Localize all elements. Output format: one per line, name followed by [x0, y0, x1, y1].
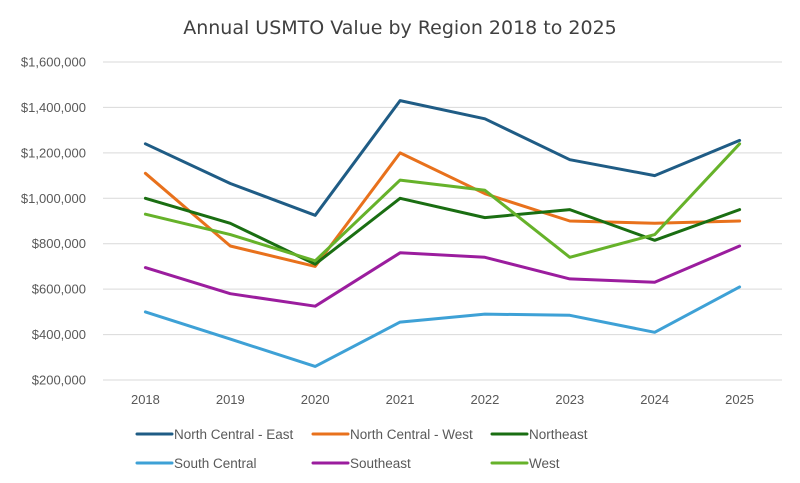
legend-item: West [490, 456, 560, 471]
y-tick-label: $600,000 [32, 282, 86, 297]
series-line-south-central [143, 285, 742, 368]
chart-title: Annual USMTO Value by Region 2018 to 202… [183, 17, 617, 39]
series-line-southeast [143, 244, 742, 308]
legend-item: Southeast [311, 456, 411, 471]
legend-label: Northeast [529, 427, 588, 442]
y-axis-ticks: $200,000 $400,000 $600,000 $800,000 $1,000,0… [21, 55, 86, 388]
series-line-west [143, 142, 742, 263]
y-tick-label: $1,600,000 [21, 55, 86, 70]
legend-label: North Central - East [174, 427, 294, 442]
legend-label: Southeast [350, 456, 411, 471]
legend-label: South Central [174, 456, 257, 471]
y-tick-label: $1,400,000 [21, 100, 86, 115]
series-line-northeast [143, 196, 742, 266]
series-lines [143, 99, 742, 368]
legend-label: West [529, 456, 560, 471]
legend-item: South Central [135, 456, 257, 471]
x-tick-label: 2025 [725, 392, 754, 407]
legend-item: North Central - West [311, 427, 473, 442]
y-tick-label: $1,200,000 [21, 145, 86, 160]
legend-item: Northeast [490, 427, 588, 442]
x-tick-label: 2023 [555, 392, 584, 407]
y-tick-label: $200,000 [32, 373, 86, 388]
x-tick-label: 2021 [386, 392, 415, 407]
y-tick-label: $400,000 [32, 327, 86, 342]
y-tick-label: $1,000,000 [21, 191, 86, 206]
series-line-north-central-west [143, 151, 742, 268]
x-tick-label: 2018 [131, 392, 160, 407]
x-tick-label: 2020 [301, 392, 330, 407]
series-line-north-central-east [143, 99, 742, 217]
x-tick-label: 2022 [470, 392, 499, 407]
x-axis-ticks: 2018 2019 2020 2021 2022 2023 2024 2025 [131, 392, 754, 407]
x-tick-label: 2024 [640, 392, 669, 407]
legend-label: North Central - West [350, 427, 473, 442]
y-tick-label: $800,000 [32, 236, 86, 251]
x-tick-label: 2019 [216, 392, 245, 407]
legend-item: North Central - East [135, 427, 294, 442]
legend: North Central - East North Central - West… [135, 427, 588, 471]
